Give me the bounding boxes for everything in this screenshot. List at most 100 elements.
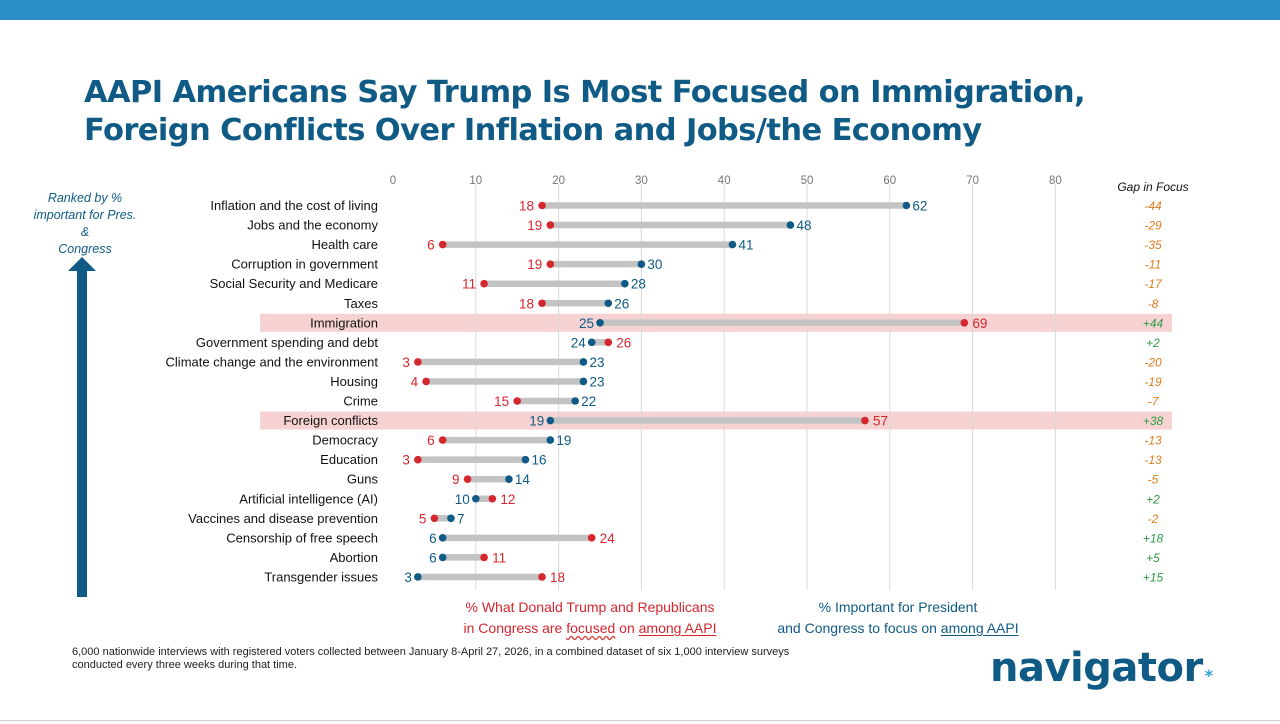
important-value-label: 23 <box>589 374 604 389</box>
legend-focused-text-a: in Congress are <box>463 620 567 636</box>
important-dot <box>546 436 555 444</box>
important-value-label: 16 <box>531 453 546 468</box>
row-label: Education <box>320 452 378 467</box>
focused-value-label: 3 <box>402 453 410 468</box>
focused-value-label: 19 <box>527 218 542 233</box>
gap-value: -2 <box>1148 512 1159 526</box>
important-value-label: 28 <box>631 277 646 292</box>
row-label: Inflation and the cost of living <box>210 198 378 213</box>
focused-value-label: 18 <box>550 570 565 585</box>
gap-value: +15 <box>1143 570 1164 584</box>
ranking-note-line-2: important for Pres. & <box>33 208 137 239</box>
row-label: Democracy <box>312 433 378 448</box>
focused-dot <box>546 221 555 229</box>
legend-focused-line-1: % What Donald Trump and Republicans <box>465 599 715 615</box>
important-dot <box>505 475 513 484</box>
important-dot <box>521 455 530 464</box>
legend-important-text-b: among AAPI <box>940 620 1019 636</box>
important-dot <box>786 221 795 229</box>
row-label: Guns <box>347 472 379 487</box>
x-tick-label: 40 <box>718 175 731 187</box>
important-dot <box>604 299 613 308</box>
logo-text: navigator <box>990 645 1203 691</box>
ranking-note: Ranked by % important for Pres. & Congre… <box>30 190 140 258</box>
gap-value: +44 <box>1143 316 1164 330</box>
important-value-label: 6 <box>429 550 437 565</box>
important-dot <box>447 514 455 523</box>
x-tick-label: 80 <box>1049 175 1062 187</box>
gap-value: +18 <box>1143 531 1164 545</box>
focused-dot <box>488 494 497 503</box>
row-label: Foreign conflicts <box>283 413 378 428</box>
focused-dot <box>538 299 546 308</box>
navigator-logo: navigator * <box>990 645 1213 691</box>
focused-value-label: 18 <box>519 199 534 214</box>
focused-value-label: 15 <box>494 394 509 409</box>
focused-value-label: 3 <box>402 355 410 370</box>
row-label: Social Security and Medicare <box>210 276 378 291</box>
important-dot <box>902 201 911 210</box>
focused-dot <box>463 475 472 484</box>
row-label: Vaccines and disease prevention <box>188 511 378 526</box>
up-arrow-icon <box>68 257 96 597</box>
important-dot <box>637 260 646 268</box>
focused-value-label: 57 <box>873 414 888 429</box>
important-dot <box>438 534 447 542</box>
important-value-label: 14 <box>515 472 531 487</box>
legend-focused: % What Donald Trump and Republicans in C… <box>432 597 748 639</box>
ranking-note-line-1: Ranked by % <box>47 191 123 205</box>
important-value-label: 41 <box>738 238 753 253</box>
x-tick-label: 10 <box>469 175 482 187</box>
focused-value-label: 6 <box>427 238 435 253</box>
footnote-line-1: 6,000 nationwide interviews with registe… <box>72 646 790 658</box>
important-value-label: 22 <box>581 394 596 409</box>
row-label: Crime <box>343 394 378 409</box>
important-value-label: 23 <box>589 355 604 370</box>
focused-value-label: 69 <box>972 316 987 331</box>
gap-value: +2 <box>1146 492 1160 506</box>
important-value-label: 62 <box>912 199 927 214</box>
gap-value: -11 <box>1145 258 1161 272</box>
important-dot <box>438 553 447 562</box>
focused-value-label: 11 <box>462 277 476 292</box>
logo-star-icon: * <box>1204 666 1213 685</box>
focused-dot <box>513 397 521 405</box>
focused-value-label: 6 <box>427 433 435 448</box>
important-dot <box>546 416 555 425</box>
row-label: Climate change and the environment <box>166 354 379 369</box>
row-label: Jobs and the economy <box>247 218 378 233</box>
row-label: Taxes <box>344 296 378 311</box>
row-label: Immigration <box>310 315 378 330</box>
x-tick-label: 0 <box>390 175 396 187</box>
important-value-label: 19 <box>556 433 571 448</box>
bottom-divider <box>0 720 1280 721</box>
focused-dot <box>438 240 447 249</box>
important-dot <box>414 573 422 581</box>
focused-dot <box>480 553 488 562</box>
row-label: Censorship of free speech <box>226 530 378 545</box>
focused-dot <box>430 514 439 523</box>
important-value-label: 26 <box>614 296 629 311</box>
dumbbell-chart: 0 10 20 30 40 50 60 70 80 Gap in Focus Inflation a… <box>166 175 1189 590</box>
focused-dot <box>414 455 422 464</box>
row-label: Corruption in government <box>231 257 378 272</box>
legend-focused-text-b: focused <box>566 620 616 636</box>
row-label: Government spending and debt <box>196 335 379 350</box>
row-label: Transgender issues <box>264 569 378 584</box>
important-dot <box>621 279 629 288</box>
important-value-label: 7 <box>457 511 465 526</box>
legend-important: % Important for President and Congress t… <box>748 597 1048 639</box>
focused-dot <box>546 260 555 268</box>
focused-dot <box>861 416 869 425</box>
focused-dot <box>604 338 613 347</box>
gap-value: +2 <box>1146 336 1160 350</box>
important-dot <box>571 397 579 405</box>
focused-dot <box>587 534 596 542</box>
legend-important-line-1: % Important for President <box>818 599 978 615</box>
gap-header: Gap in Focus <box>1117 180 1188 194</box>
focused-dot <box>480 279 488 288</box>
legend-focused-text-c: on <box>615 620 639 636</box>
important-value-label: 19 <box>529 414 544 429</box>
ranking-note-line-3: Congress <box>58 242 112 256</box>
important-value-label: 6 <box>429 531 437 546</box>
